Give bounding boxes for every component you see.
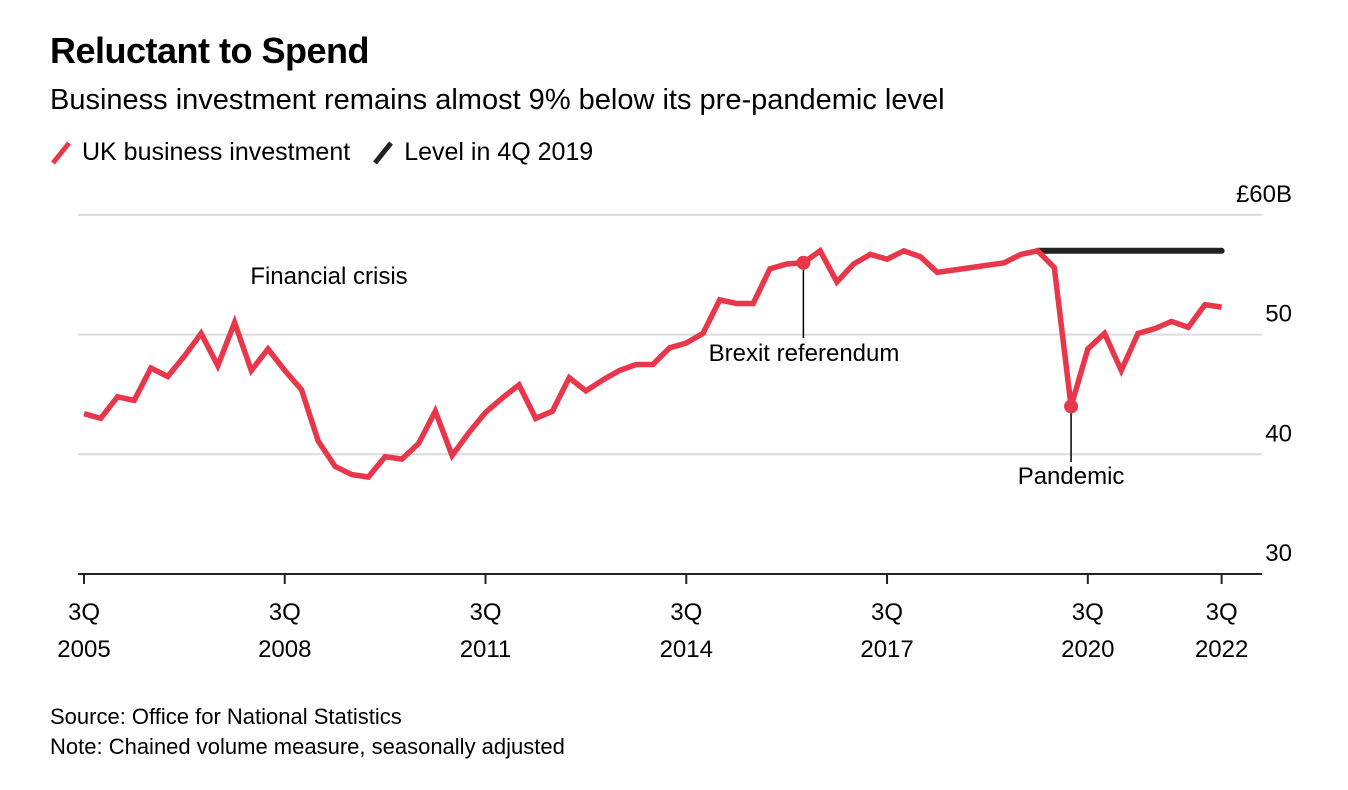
chart-title: Reluctant to Spend bbox=[50, 30, 370, 71]
x-tick-label-year: 2011 bbox=[460, 636, 512, 663]
investment-series-line bbox=[83, 246, 1222, 480]
chart-subtitle: Business investment remains almost 9% be… bbox=[50, 84, 945, 116]
y-tick-label: £60B bbox=[1236, 181, 1292, 208]
diagonal-line-icon bbox=[51, 140, 71, 165]
diagonal-line-icon bbox=[373, 140, 394, 165]
x-tick-label-year: 2008 bbox=[258, 636, 311, 663]
y-tick-label: 50 bbox=[1265, 301, 1292, 328]
annotation-financial-crisis: Financial crisis bbox=[250, 263, 407, 290]
source-note: Source: Office for National Statistics bbox=[50, 704, 402, 729]
legend-label-level: Level in 4Q 2019 bbox=[404, 138, 594, 166]
pandemic-marker bbox=[1064, 399, 1079, 414]
x-tick-label-year: 2014 bbox=[660, 636, 713, 663]
x-tick-label-year: 2020 bbox=[1061, 636, 1114, 663]
y-tick-label: 40 bbox=[1265, 420, 1292, 447]
x-tick-label-quarter: 3Q bbox=[871, 599, 903, 626]
x-tick-label-year: 2022 bbox=[1195, 636, 1248, 663]
footer: Source: Office for National Statistics N… bbox=[50, 702, 565, 762]
x-tick-label-quarter: 3Q bbox=[1072, 599, 1104, 626]
annotation-pandemic: Pandemic bbox=[1018, 463, 1125, 490]
x-tick-label-year: 2017 bbox=[860, 636, 913, 663]
x-tick-label-quarter: 3Q bbox=[1206, 599, 1238, 626]
y-tick-label: 30 bbox=[1265, 540, 1292, 567]
annotation-brexit-referendum: Brexit referendum bbox=[709, 340, 900, 367]
x-tick-label-year: 2005 bbox=[57, 636, 110, 663]
x-tick-label-quarter: 3Q bbox=[68, 599, 100, 626]
legend-item-investment: UK business investment bbox=[50, 138, 350, 167]
x-tick-label-quarter: 3Q bbox=[670, 599, 702, 626]
x-tick-label-quarter: 3Q bbox=[470, 599, 502, 626]
methodology-note: Note: Chained volume measure, seasonally… bbox=[50, 734, 565, 759]
legend-label-investment: UK business investment bbox=[82, 138, 351, 166]
legend-item-level-4q2019: Level in 4Q 2019 bbox=[372, 138, 593, 167]
brexit-marker bbox=[796, 255, 811, 270]
x-tick-label-quarter: 3Q bbox=[269, 599, 301, 626]
legend: UK business investment Level in 4Q 2019 bbox=[50, 138, 615, 167]
